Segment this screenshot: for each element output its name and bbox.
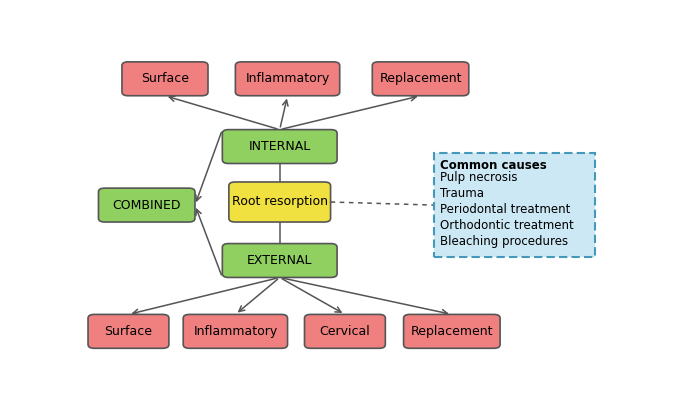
Text: INTERNAL: INTERNAL [248, 140, 311, 153]
Text: Surface: Surface [141, 72, 189, 85]
Text: Bleaching procedures: Bleaching procedures [440, 235, 568, 248]
FancyBboxPatch shape [88, 314, 169, 348]
Text: EXTERNAL: EXTERNAL [247, 254, 312, 267]
FancyBboxPatch shape [236, 62, 340, 96]
FancyBboxPatch shape [98, 188, 195, 222]
FancyBboxPatch shape [183, 314, 287, 348]
Text: Replacement: Replacement [380, 72, 462, 85]
Text: Orthodontic treatment: Orthodontic treatment [440, 219, 573, 232]
FancyBboxPatch shape [229, 182, 330, 222]
Text: Inflammatory: Inflammatory [193, 325, 277, 338]
Text: Trauma: Trauma [440, 187, 484, 200]
Text: Surface: Surface [104, 325, 153, 338]
FancyBboxPatch shape [222, 130, 337, 164]
FancyBboxPatch shape [304, 314, 386, 348]
FancyBboxPatch shape [222, 244, 337, 278]
Text: Root resorption: Root resorption [232, 196, 328, 208]
FancyBboxPatch shape [433, 153, 595, 258]
Text: Cervical: Cervical [320, 325, 370, 338]
Text: Inflammatory: Inflammatory [246, 72, 330, 85]
Text: Replacement: Replacement [411, 325, 493, 338]
FancyBboxPatch shape [122, 62, 208, 96]
Text: COMBINED: COMBINED [112, 198, 181, 212]
Text: Periodontal treatment: Periodontal treatment [440, 203, 570, 216]
FancyBboxPatch shape [404, 314, 500, 348]
Text: Pulp necrosis: Pulp necrosis [440, 170, 518, 184]
FancyBboxPatch shape [372, 62, 469, 96]
Text: Common causes: Common causes [440, 159, 546, 172]
